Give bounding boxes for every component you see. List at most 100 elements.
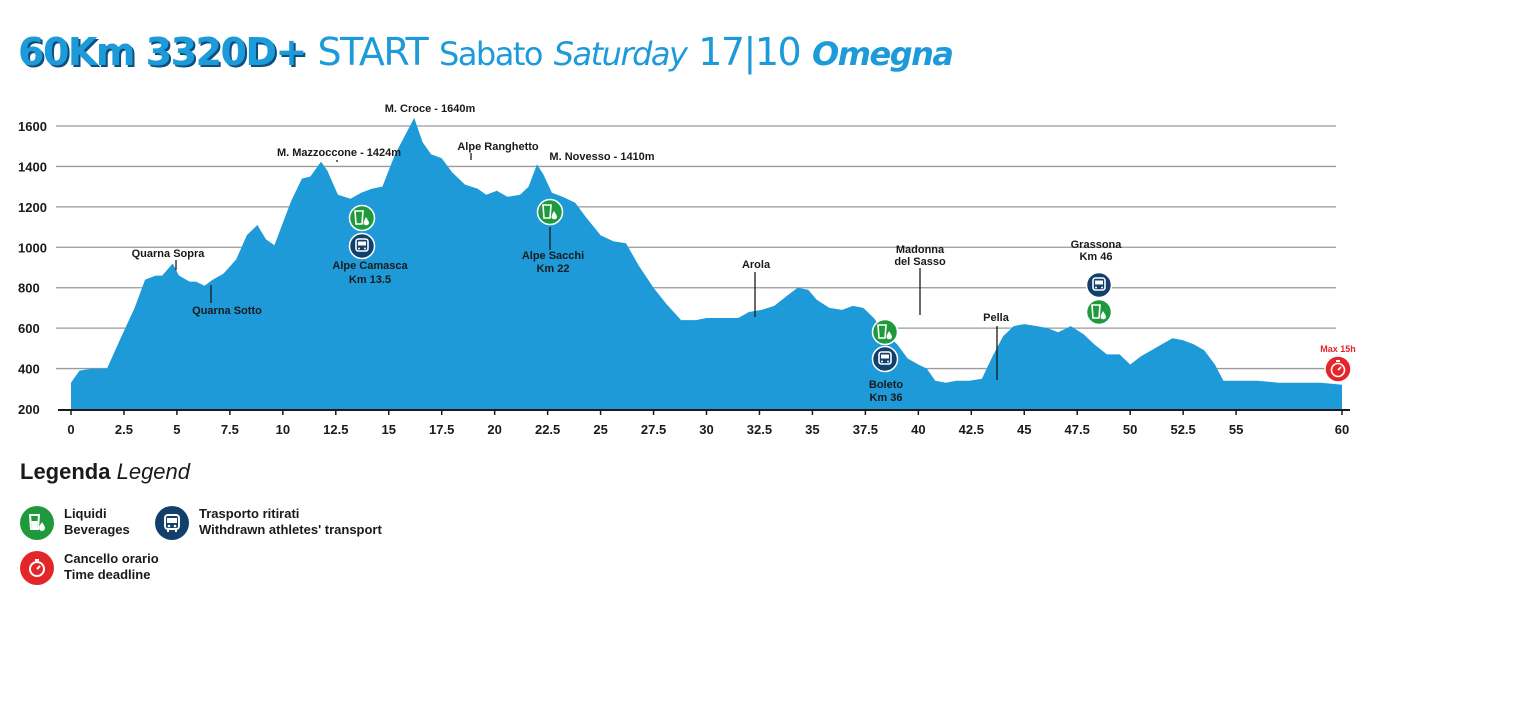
beverages-icon [536,198,564,226]
x-tick-label: 42.5 [959,422,984,437]
bus-light [1101,286,1103,289]
stopwatch-hand [1337,366,1342,371]
stopwatch-icon [20,551,54,585]
bus-light [881,360,883,363]
x-tick-label: 0 [67,422,74,437]
legend-item-beverages: Liquidi Beverages [20,506,130,540]
landmark-label: Alpe Ranghetto [457,141,539,153]
y-tick-label: 1400 [18,159,47,174]
y-tick-label: 200 [18,402,40,417]
legend-transport-line2: Withdrawn athletes' transport [199,522,382,537]
y-tick-label: 1000 [18,240,47,255]
bus-icon [871,345,899,373]
legend-beverages-line1: Liquidi [64,506,107,521]
drop-shape [363,217,369,226]
glass-shape [877,324,887,339]
x-tick-label: 17.5 [429,422,454,437]
bus-body [1092,277,1106,291]
stopwatch-crown [1336,360,1340,362]
bus-light [1095,286,1097,289]
x-tick-label: 5 [173,422,180,437]
legend-item-deadline: Cancello orario Time deadline [20,551,159,585]
title-day-it: Sabato [439,35,543,73]
landmark-label: Madonna [896,244,945,256]
beverages-icon [348,204,376,232]
landmark-label: M. Novesso - 1410m [549,151,654,163]
legend-title-it: Legenda [20,459,111,484]
drop-shape [886,331,892,340]
stopwatch-icon [1324,355,1352,383]
title-day-en: Saturday [553,35,688,73]
y-tick-label: 1200 [18,200,47,215]
x-tick-label: 15 [382,422,396,437]
legend-title-en: Legend [116,459,191,484]
x-tick-label: 50 [1123,422,1137,437]
bus-light [358,247,360,250]
x-tick-label: 12.5 [323,422,348,437]
station-marker [1085,271,1113,299]
landmark-sublabel: Km 46 [1079,251,1112,263]
landmark-sublabel: Km 22 [536,263,569,275]
landmark-sublabel: Km 36 [869,392,902,404]
station-marker [871,345,899,373]
x-tick-label: 40 [911,422,925,437]
beverages-icon [871,318,899,346]
landmark-label: Quarna Sotto [192,305,262,317]
title-date: 17|10 [698,30,802,74]
landmark-sublabel: del Sasso [894,256,946,268]
x-tick-label: 25 [593,422,607,437]
bus-window [358,241,366,246]
race-title: 60Km 3320D+ START Sabato Saturday 17|10 … [18,30,954,74]
landmark-label: Pella [983,312,1010,324]
x-tick-label: 22.5 [535,422,560,437]
bus-body [355,238,369,252]
legend-item-transport: Trasporto ritirati Withdrawn athletes' t… [155,506,382,540]
landmark-label: Quarna Sopra [132,248,206,260]
y-tick-label: 1600 [18,119,47,134]
y-tick-label: 600 [18,321,40,336]
x-tick-label: 20 [487,422,501,437]
legend-transport-line1: Trasporto ritirati [199,506,300,521]
bus-body [878,351,892,365]
bus-icon [155,506,189,540]
elevation-area [71,117,1342,410]
x-tick-label: 35 [805,422,819,437]
landmark-label: Arola [742,259,771,271]
landmark-label: M. Mazzoccone - 1424m [277,147,401,159]
x-tick-label: 52.5 [1170,422,1195,437]
title-place: Omegna [811,35,954,73]
bus-icon [348,232,376,260]
x-tick-label: 27.5 [641,422,666,437]
y-tick-label: 400 [18,362,40,377]
y-tick-label: 800 [18,281,40,296]
x-tick-label: 32.5 [747,422,772,437]
beverages-icon [20,506,54,540]
x-tick-label: 45 [1017,422,1031,437]
x-tick-label: 60 [1335,422,1349,437]
beverages-icon [1085,298,1113,326]
landmark-label: Boleto [869,379,904,391]
landmark-label: Alpe Sacchi [522,250,584,262]
x-tick-label: 55 [1229,422,1243,437]
drop-shape [1100,311,1106,320]
bus-window [1095,280,1103,285]
landmark-label: Alpe Camasca [332,260,408,272]
bus-light [364,247,366,250]
legend-beverages-line2: Beverages [64,522,130,537]
bus-icon [1085,271,1113,299]
glass-shape [1091,304,1101,319]
bus-light [887,360,889,363]
station-marker [348,232,376,260]
legend-deadline-line1: Cancello orario [64,551,159,566]
legend-title: Legenda Legend [20,459,190,485]
landmark-label: Grassona [1071,239,1123,251]
stopwatch-face [1330,362,1346,378]
drop-shape [551,211,557,220]
bus-window [881,354,889,359]
x-tick-label: 2.5 [115,422,133,437]
glass-shape [354,210,364,225]
x-tick-label: 30 [699,422,713,437]
x-tick-label: 7.5 [221,422,239,437]
glass-shape [542,204,552,219]
